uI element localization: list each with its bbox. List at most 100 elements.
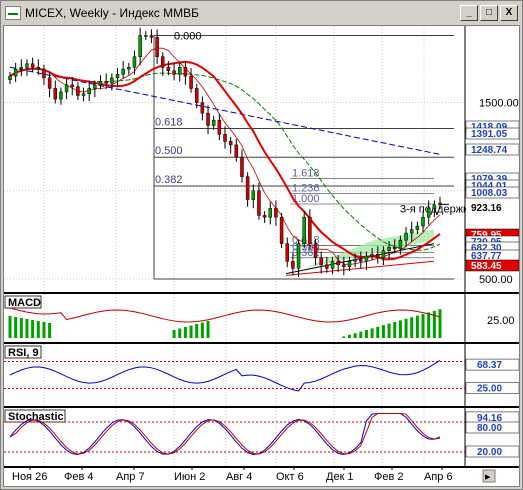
- candle-body: [161, 56, 165, 68]
- time-axis-label: Окт 6: [276, 471, 304, 483]
- candle-body: [426, 208, 431, 218]
- macd-histogram-bar: [183, 327, 187, 338]
- candle-body: [36, 67, 41, 70]
- macd-histogram-bar: [342, 336, 346, 338]
- macd-histogram-bar: [353, 333, 357, 338]
- macd-histogram-bar: [427, 312, 431, 338]
- stoch-k-line: [9, 413, 441, 456]
- candle-body: [364, 255, 369, 262]
- candle-body: [404, 232, 408, 241]
- candle-body: [432, 204, 437, 209]
- price-tag: 923.16: [471, 203, 502, 214]
- stoch-title: Stochastic: [8, 411, 64, 423]
- price-scale-label: 500.00: [479, 274, 513, 286]
- candle-body: [392, 246, 397, 250]
- price-tag-box: [466, 202, 519, 213]
- rsi-tag: 68.37: [477, 360, 502, 371]
- fib-label: 0.000: [174, 31, 202, 43]
- support-trendline: [285, 260, 435, 276]
- candle-body: [381, 250, 386, 259]
- macd-panel: MACD 25.00: [4, 295, 515, 338]
- rsi-title-box: [4, 345, 42, 359]
- macd-histogram-bar: [31, 320, 35, 338]
- macd-histogram-bar: [14, 317, 18, 338]
- time-axis-label: Июн 2: [174, 471, 205, 483]
- macd-histogram-bar: [421, 314, 425, 338]
- macd-scale-label: 25.00: [487, 315, 515, 327]
- candle-body: [64, 84, 69, 93]
- time-axis: Ноя 26 Фев 4 Апр 7 Июн 2 Авг 4 Окт 6 Дек 1 Фев …: [12, 466, 496, 483]
- time-axis-label: Фев 2: [374, 471, 404, 483]
- stoch-tag: 94.16: [477, 413, 502, 424]
- candle-body: [42, 68, 46, 79]
- candle-body: [183, 67, 188, 77]
- candle-body: [98, 81, 103, 86]
- chart-app-icon: [5, 6, 21, 20]
- support-channel: [304, 229, 434, 269]
- candle-body: [110, 77, 114, 84]
- ma-thin-line: [9, 47, 441, 265]
- window-title: MICEX, Weekly - Индекс ММВБ: [25, 6, 199, 20]
- macd-histogram-bar: [359, 331, 363, 338]
- time-axis-label: Апр 7: [116, 471, 145, 483]
- chart-area[interactable]: 1500.001000.00500.000.0000.6180.5000.382…: [3, 25, 520, 487]
- price-tag: 1044.01: [471, 181, 508, 192]
- ma-green-line: [9, 68, 441, 251]
- close-button[interactable]: X: [500, 5, 518, 21]
- macd-signal-line: [9, 307, 441, 323]
- candle-body: [245, 176, 250, 200]
- macd-title: MACD: [8, 297, 41, 309]
- candle-body: [115, 74, 120, 79]
- candle-body: [200, 102, 205, 114]
- candle-body: [127, 67, 131, 70]
- candle-body: [251, 190, 256, 200]
- support-annotation: 3-я поддержка: [400, 203, 475, 215]
- ma-red-line: [9, 60, 441, 261]
- title-bar[interactable]: MICEX, Weekly - Индекс ММВБ _ □ X: [3, 3, 520, 23]
- chart-canvas[interactable]: 1500.001000.00500.000.0000.6180.5000.382…: [4, 26, 520, 487]
- candle-body: [387, 246, 391, 251]
- candle-body: [240, 156, 244, 177]
- candle-body: [194, 88, 199, 103]
- stoch-tag: 80.00: [477, 423, 502, 434]
- candle-body: [313, 243, 318, 259]
- price-tag-box: [465, 186, 519, 199]
- candle-body: [347, 261, 352, 267]
- macd-histogram-bar: [398, 320, 402, 338]
- candle-body: [8, 75, 12, 80]
- maximize-button[interactable]: □: [480, 5, 498, 21]
- rsi-line: [9, 360, 441, 392]
- candle-body: [223, 134, 227, 142]
- macd-histogram-bar: [347, 334, 351, 338]
- price-panel: 1500.001000.00500.000.0000.6180.5000.382…: [4, 27, 519, 286]
- rsi-tag: 25.00: [477, 384, 502, 395]
- candle-body: [149, 35, 154, 38]
- stoch-tag-box: [465, 445, 519, 458]
- stoch-tag-box: [465, 421, 519, 434]
- macd-histogram-bar: [381, 325, 385, 338]
- price-tag: 759.95: [471, 230, 502, 241]
- rsi-tag-box: [465, 358, 519, 371]
- price-tag-box: [465, 143, 519, 156]
- candle-body: [279, 216, 284, 244]
- candle-body: [325, 264, 329, 269]
- rsi-tag-box: [465, 382, 519, 394]
- candle-body: [370, 254, 374, 257]
- candle-body: [166, 67, 171, 72]
- minimize-button[interactable]: _: [460, 5, 478, 21]
- candle-body: [336, 261, 340, 266]
- candle-body: [308, 216, 312, 244]
- candle-body: [228, 141, 233, 146]
- macd-histogram-bar: [172, 330, 176, 338]
- fib-label: 0.500: [155, 145, 183, 157]
- candle-body: [189, 75, 193, 89]
- macd-histogram-bar: [195, 324, 199, 338]
- candle-body: [342, 264, 346, 267]
- macd-histogram-bar: [415, 315, 419, 338]
- macd-histogram-bar: [48, 323, 52, 338]
- candle-body: [376, 254, 380, 259]
- candle-body: [172, 70, 176, 75]
- candle-body: [30, 63, 35, 68]
